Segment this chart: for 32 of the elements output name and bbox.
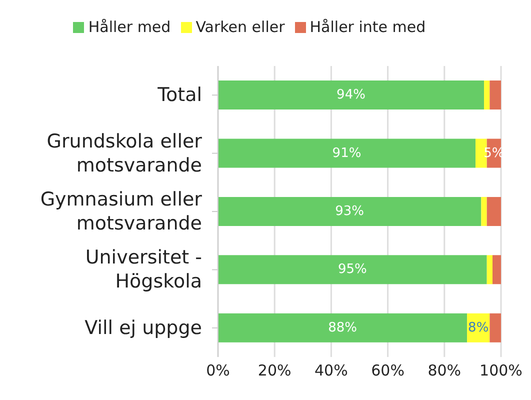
y-tick-label: Total xyxy=(156,84,202,106)
bar xyxy=(218,255,487,284)
data-label: 91% xyxy=(332,146,362,161)
data-label: 93% xyxy=(335,204,364,219)
data-label: 88% xyxy=(328,320,357,336)
bar xyxy=(492,255,501,284)
bar xyxy=(218,138,476,168)
legend-label: Varken eller xyxy=(196,18,285,36)
y-tick-label: Universitet - Högskola xyxy=(85,246,202,293)
data-label: 8% xyxy=(468,320,489,336)
bar xyxy=(490,313,501,342)
legend-label: Håller inte med xyxy=(310,18,426,36)
bar xyxy=(490,80,501,110)
bar xyxy=(486,196,501,226)
x-tick-label: 80% xyxy=(428,362,462,380)
legend-label: Håller med xyxy=(88,18,171,36)
bar xyxy=(484,80,490,110)
x-tick-label: 100% xyxy=(480,362,522,380)
x-tick-label: 40% xyxy=(314,362,348,380)
x-tick-label: 0% xyxy=(206,362,230,380)
data-label: 95% xyxy=(338,262,367,278)
bar xyxy=(218,313,468,342)
y-tick-label: Vill ej uppge xyxy=(84,316,202,339)
x-tick-label: 60% xyxy=(371,362,404,380)
data-label: 94% xyxy=(336,88,366,103)
bar xyxy=(218,196,482,226)
bar xyxy=(486,255,493,284)
y-tick-label: Gymnasium eller motsvarande xyxy=(40,188,202,234)
x-tick-label: 20% xyxy=(258,362,292,380)
y-tick-label: Grundskola eller motsvarande xyxy=(46,130,202,176)
bar xyxy=(481,196,487,226)
bar xyxy=(218,80,484,110)
